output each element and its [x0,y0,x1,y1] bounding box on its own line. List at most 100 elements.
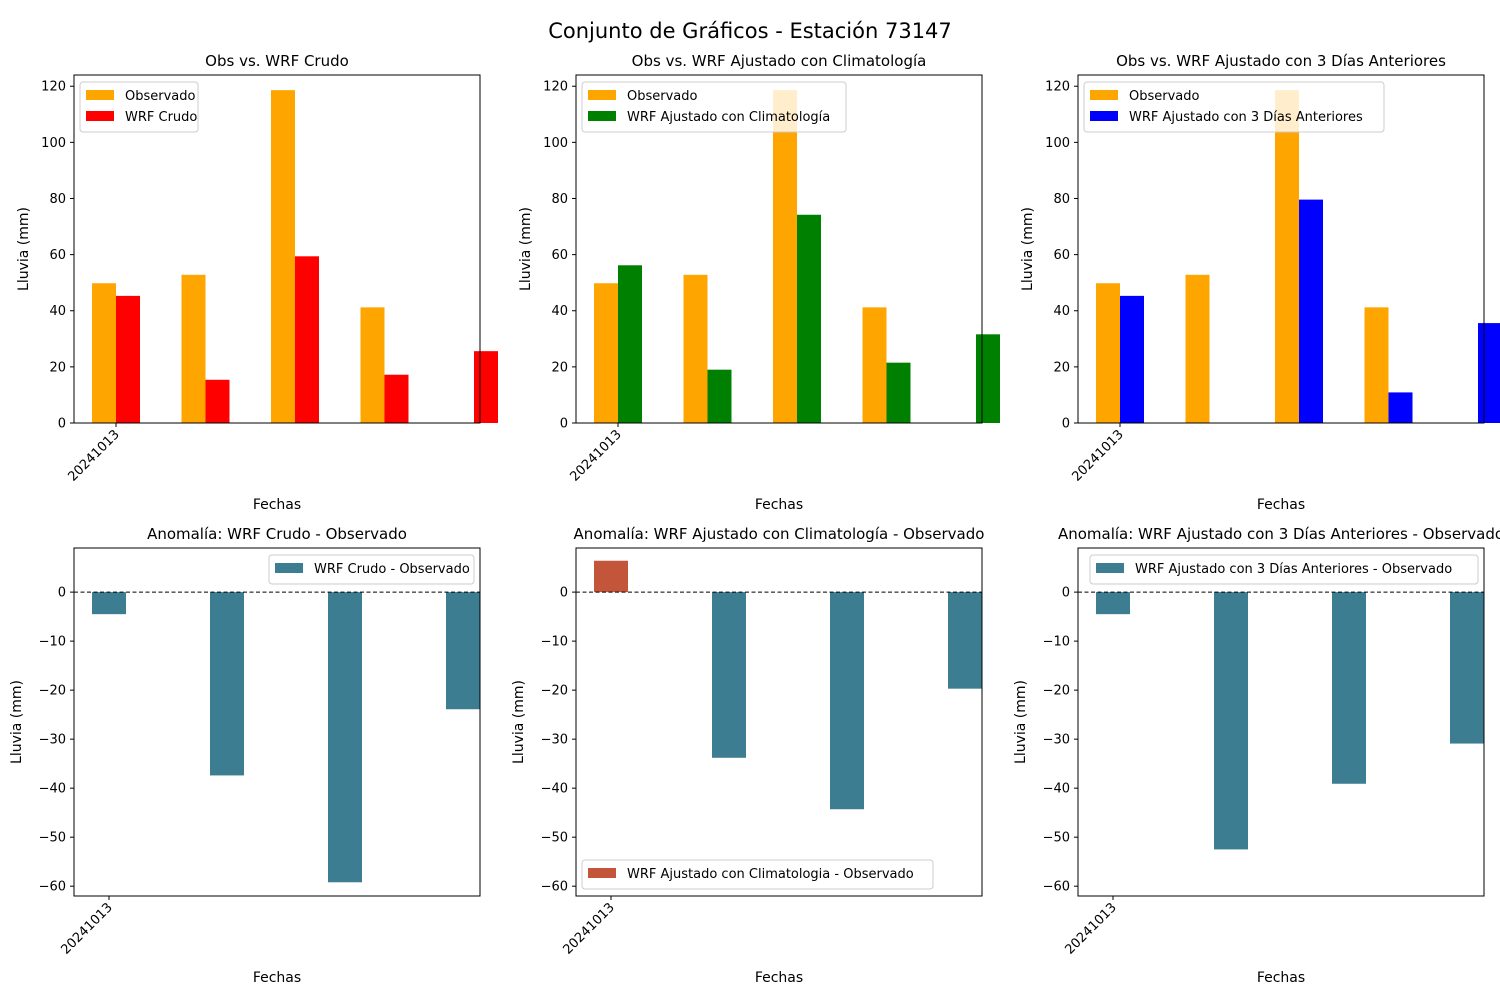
legend-label: WRF Crudo [125,110,197,125]
legend-swatch [588,90,616,100]
legend: Observado WRF Ajustado con 3 Días Anterio… [1083,81,1385,133]
bar-observed-3 [271,90,295,423]
y-tick-label: 20 [551,360,568,375]
y-tick-label: 60 [49,248,66,263]
subplot-5: Anomalía: WRF Ajustado con Climatología … [511,525,984,986]
bar-wrf-5 [474,351,498,423]
y-tick-label: −40 [1043,782,1070,797]
y-axis-label: Lluvia (mm) [1013,680,1029,764]
bar-wrf-5 [976,334,1000,423]
y-axis-label: Lluvia (mm) [9,680,25,764]
bar-wrf-1 [1120,295,1144,423]
bar-observed-1 [1096,283,1120,423]
y-axis: 0 −10 −20 −30 −40 −50 −60 [1043,586,1078,895]
y-tick-label: 0 [58,586,66,601]
legend-box [581,81,847,133]
y-tick-label: −10 [541,635,568,650]
anomaly-bar-3 [1332,592,1366,784]
anomaly-bar-4 [446,592,480,710]
y-tick-label: 120 [543,80,568,95]
y-tick-label: 0 [560,586,568,601]
subplot-title: Obs vs. WRF Ajustado con Climatología [632,52,927,70]
legend-box [1083,81,1385,133]
bar-wrf-1 [116,295,140,423]
legend-box [1089,554,1479,585]
legend-label: Observado [125,89,196,104]
bar-observed-4 [862,307,887,423]
legend-box [268,554,475,585]
bar-wrf-2 [205,379,230,423]
bar-wrf-3 [1299,199,1323,423]
x-axis-label: Fechas [253,970,301,986]
y-tick-label: 0 [1062,586,1070,601]
subplot-title: Obs vs. WRF Crudo [205,52,349,70]
figure-suptitle: Conjunto de Gráficos - Estación 73147 [548,19,952,43]
bars [1096,90,1500,423]
legend: Observado WRF Crudo [79,81,199,133]
bars [92,592,480,883]
legend-label: WRF Ajustado con Climatologia - Observad… [627,867,914,882]
subplot-title: Anomalía: WRF Ajustado con 3 Días Anteri… [1058,525,1500,543]
y-axis-label: Lluvia (mm) [1020,207,1036,291]
y-tick-label: −10 [39,635,66,650]
anomaly-bar-4 [948,592,982,689]
bars [594,90,1000,423]
y-tick-label: −60 [39,880,66,895]
x-axis-label: Fechas [755,497,803,513]
bars [594,560,982,810]
legend-label: WRF Ajustado con 3 Días Anteriores [1129,110,1363,125]
y-tick-label: 40 [551,304,568,319]
legend-swatch [86,90,114,100]
y-tick-label: 0 [58,417,66,432]
y-tick-label: 40 [1053,304,1070,319]
bar-observed-4 [360,307,385,423]
bar-wrf-3 [295,256,319,423]
bar-observed-2 [683,274,708,423]
axes-frame [1077,74,1485,424]
y-tick-label: −50 [541,831,568,846]
subplot-title: Anomalía: WRF Ajustado con Climatología … [574,525,985,543]
bar-observed-1 [594,283,618,423]
y-tick-label: 40 [49,304,66,319]
y-tick-label: −40 [39,782,66,797]
legend: WRF Ajustado con 3 Días Anteriores - Obs… [1089,554,1479,585]
bar-observed-2 [181,274,206,423]
legend-swatch [588,868,616,878]
bar-wrf-3 [797,214,821,423]
y-tick-label: −60 [1043,880,1070,895]
legend-label: Observado [627,89,698,104]
legend-swatch [1096,563,1124,573]
y-tick-label: −20 [1043,684,1070,699]
y-tick-label: 80 [49,192,66,207]
bars [1096,592,1484,850]
axes-frame [73,547,481,897]
y-axis: 0 −10 −20 −30 −40 −50 −60 [541,586,576,895]
subplot-6: Anomalía: WRF Ajustado con 3 Días Anteri… [1013,525,1500,986]
y-tick-label: −30 [541,733,568,748]
axes-frame [575,74,983,424]
legend-label: WRF Crudo - Observado [314,562,470,577]
y-tick-label: −50 [1043,831,1070,846]
legend-label: WRF Ajustado con Climatología [627,110,830,125]
x-axis-label: Fechas [1257,970,1305,986]
y-tick-label: 120 [1045,80,1070,95]
legend-swatch [588,111,616,121]
anomaly-bar-4 [1450,592,1484,744]
x-axis-label: Fechas [755,970,803,986]
legend: WRF Ajustado con Climatologia - Observad… [581,859,934,890]
y-tick-label: −30 [1043,733,1070,748]
axes-frame [575,547,983,897]
bar-observed-3 [773,90,797,423]
y-tick-label: 120 [41,80,66,95]
x-axis-label: Fechas [1257,497,1305,513]
legend-swatch [275,563,303,573]
y-tick-label: −60 [541,880,568,895]
axes-frame [1077,547,1485,897]
bar-observed-3 [1275,90,1299,423]
y-tick-label: 100 [41,136,66,151]
y-tick-label: 20 [1053,360,1070,375]
bar-wrf-4 [886,362,911,423]
y-tick-label: 100 [543,136,568,151]
